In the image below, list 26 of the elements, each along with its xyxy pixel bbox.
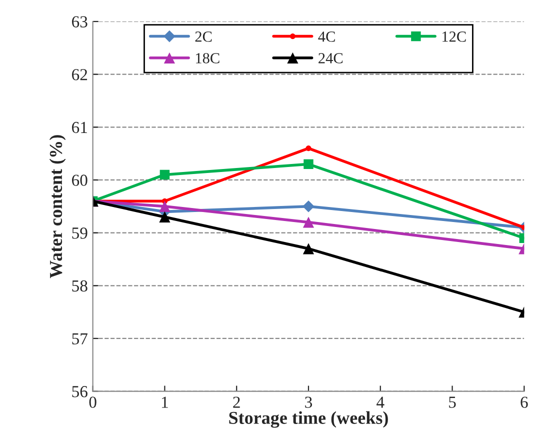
- x-axis-title: Storage time (weeks): [229, 411, 388, 428]
- y-tick-label: 58: [72, 280, 88, 292]
- x-tick-label: 3: [305, 396, 312, 408]
- y-tick-label: 62: [72, 69, 88, 80]
- point: [159, 211, 170, 223]
- legend-label: 24C: [318, 53, 343, 64]
- x-tick-label: 0: [89, 396, 96, 408]
- legend-label: 2C: [195, 32, 212, 42]
- point: [302, 200, 314, 212]
- y-tick-label: 56: [72, 386, 88, 398]
- x-tick-label: 2: [233, 396, 240, 408]
- legend-label: 18C: [196, 53, 220, 64]
- y-axis-title: Water content (%): [49, 135, 66, 278]
- point: [302, 243, 314, 254]
- y-tick-label: 61: [72, 122, 87, 134]
- x-tick-label: 4: [376, 396, 384, 408]
- point: [306, 146, 312, 152]
- y-tick-label: 57: [72, 333, 88, 344]
- x-tick-label: 1: [162, 396, 168, 408]
- x-tick-label: 5: [449, 396, 456, 408]
- legend-label: 4C: [318, 32, 335, 42]
- y-tick-label: 59: [72, 228, 88, 239]
- y-tick-label: 63: [72, 16, 88, 28]
- x-tick-label: 6: [520, 396, 528, 408]
- legend-label: 12C: [442, 32, 466, 42]
- y-tick-label: 60: [72, 174, 88, 186]
